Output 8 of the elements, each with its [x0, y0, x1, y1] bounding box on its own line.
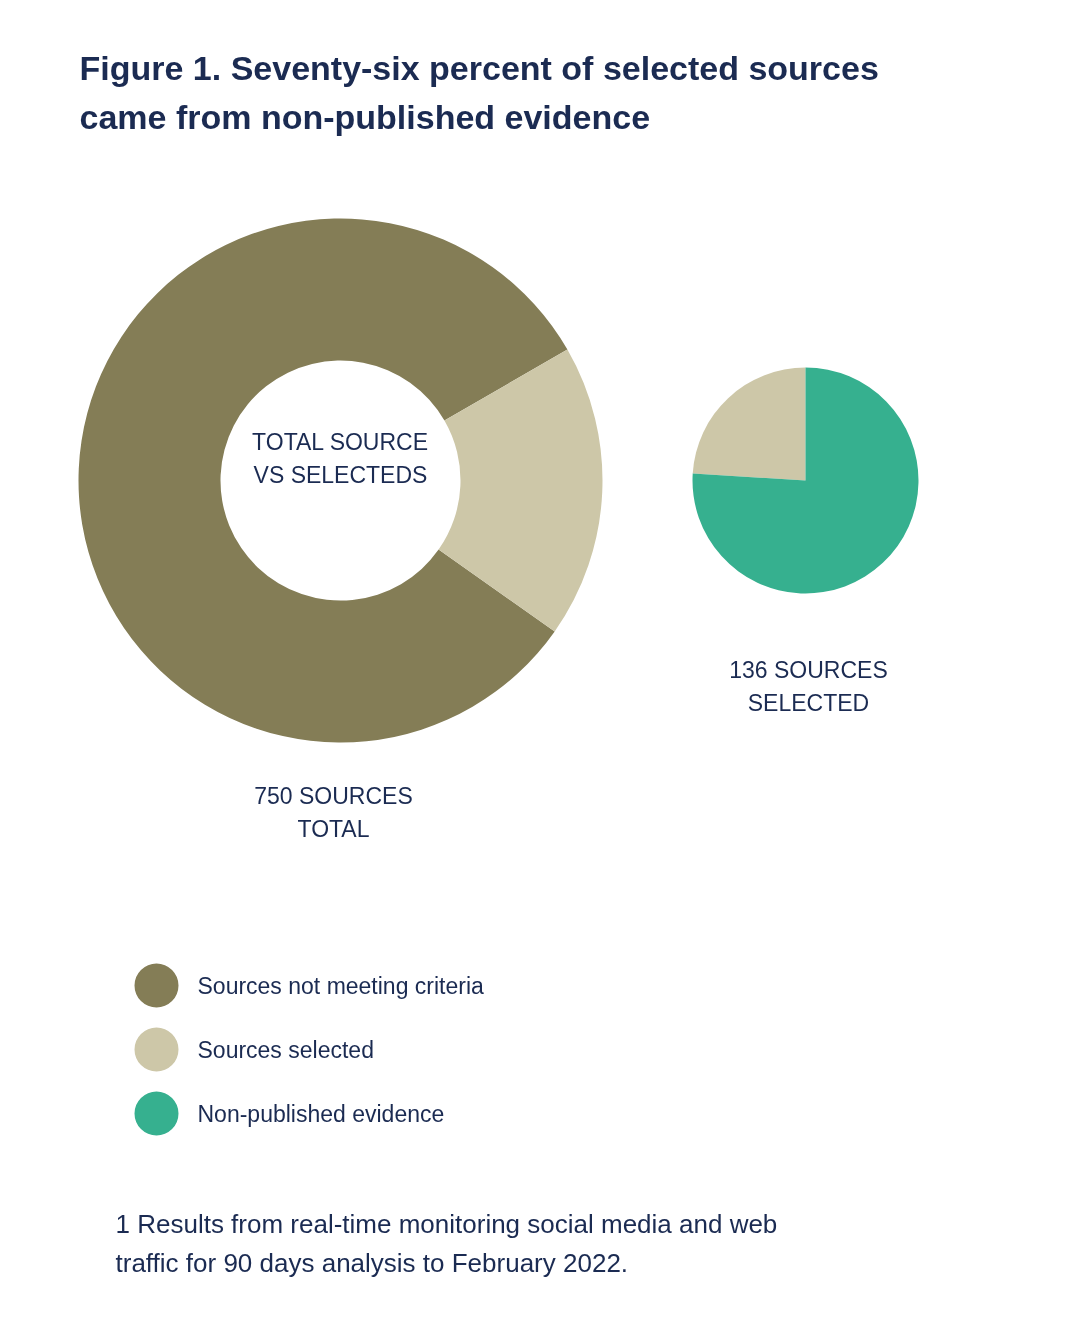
legend-label: Non-published evidence [197, 1100, 445, 1127]
legend-label: Sources not meeting criteria [197, 972, 485, 999]
legend-label: Sources selected [197, 1036, 374, 1063]
text: 1 Results from real-time monitoring social media and web traffic for 90 days analysis to February 2022. [115, 1208, 778, 1278]
text: TOTAL SOURCE VS SELECTEDS [252, 428, 429, 489]
text: 136 SOURCES SELECTED [729, 656, 888, 717]
text: 750 SOURCES TOTAL [254, 782, 413, 843]
chart-title: Figure 1. Seventy-six percent of selected sources came from non-published evidence [79, 48, 879, 136]
